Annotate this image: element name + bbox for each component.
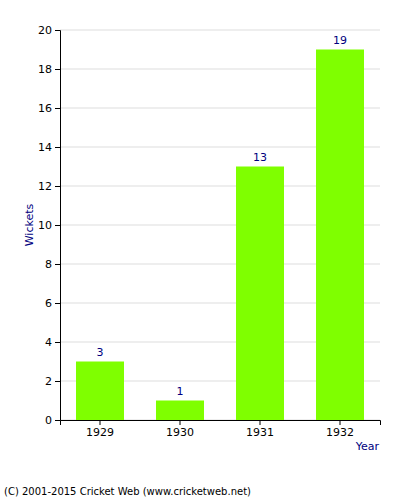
x-tick: 1932 xyxy=(326,420,354,439)
y-tick-label: 10 xyxy=(38,219,52,232)
bar xyxy=(236,167,284,421)
y-tick: 20 xyxy=(38,24,60,37)
x-axis-line xyxy=(61,421,381,426)
y-tick: 10 xyxy=(38,219,60,232)
y-axis-line xyxy=(55,31,61,421)
y-tick: 16 xyxy=(38,102,60,115)
y-tick-label: 14 xyxy=(38,141,52,154)
y-tick-mark xyxy=(55,264,60,265)
bar xyxy=(316,50,364,421)
data-label: 1 xyxy=(177,385,184,398)
y-tick-label: 2 xyxy=(45,375,52,388)
bar xyxy=(156,401,204,421)
y-tick-mark xyxy=(55,381,60,382)
x-tick: 1929 xyxy=(86,420,114,439)
data-label: 19 xyxy=(333,34,347,47)
y-tick: 0 xyxy=(45,414,60,427)
chart: 0 2 4 6 8 10 12 14 16 18 20 1929 1930 1931 1932 3 1 13 19 W… xyxy=(0,0,400,500)
x-tick-mark xyxy=(260,420,261,425)
data-label: 3 xyxy=(97,346,104,359)
y-tick: 6 xyxy=(45,297,60,310)
bar xyxy=(76,362,124,421)
y-tick-mark xyxy=(55,342,60,343)
y-tick-mark xyxy=(55,303,60,304)
x-tick-mark xyxy=(180,420,181,425)
y-tick-label: 16 xyxy=(38,102,52,115)
y-tick-mark xyxy=(55,147,60,148)
y-tick: 12 xyxy=(38,180,60,193)
y-tick: 14 xyxy=(38,141,60,154)
x-tick: 1931 xyxy=(246,420,274,439)
y-tick: 8 xyxy=(45,258,60,271)
y-tick-mark xyxy=(55,186,60,187)
grid-line xyxy=(60,30,380,31)
x-tick: 1930 xyxy=(166,420,194,439)
data-label: 13 xyxy=(253,151,267,164)
y-tick-mark xyxy=(55,420,60,421)
x-axis-title: Year xyxy=(355,440,380,453)
x-tick-label: 1931 xyxy=(246,426,274,439)
x-tick-mark xyxy=(100,420,101,425)
y-axis: 0 2 4 6 8 10 12 14 16 18 20 xyxy=(38,24,61,427)
y-tick-label: 0 xyxy=(45,414,52,427)
y-tick: 2 xyxy=(45,375,60,388)
y-tick-label: 4 xyxy=(45,336,52,349)
x-tick-label: 1929 xyxy=(86,426,114,439)
y-tick-mark xyxy=(55,69,60,70)
x-tick-label: 1930 xyxy=(166,426,194,439)
bars xyxy=(76,50,364,421)
y-tick-label: 6 xyxy=(45,297,52,310)
x-tick-label: 1932 xyxy=(326,426,354,439)
y-tick-label: 12 xyxy=(38,180,52,193)
y-tick-label: 18 xyxy=(38,63,52,76)
y-tick: 4 xyxy=(45,336,60,349)
x-axis: 1929 1930 1931 1932 xyxy=(61,420,381,439)
x-tick-mark xyxy=(340,420,341,425)
annotation: (C) 2001-2015 Cricket Web (www.cricketwe… xyxy=(4,486,251,497)
y-tick-label: 20 xyxy=(38,24,52,37)
y-tick-label: 8 xyxy=(45,258,52,271)
grid xyxy=(60,30,380,420)
y-tick: 18 xyxy=(38,63,60,76)
y-tick-mark xyxy=(55,225,60,226)
data-labels: 3 1 13 19 xyxy=(97,34,348,398)
y-tick-mark xyxy=(55,30,60,31)
y-tick-mark xyxy=(55,108,60,109)
y-axis-title: Wickets xyxy=(23,203,36,246)
